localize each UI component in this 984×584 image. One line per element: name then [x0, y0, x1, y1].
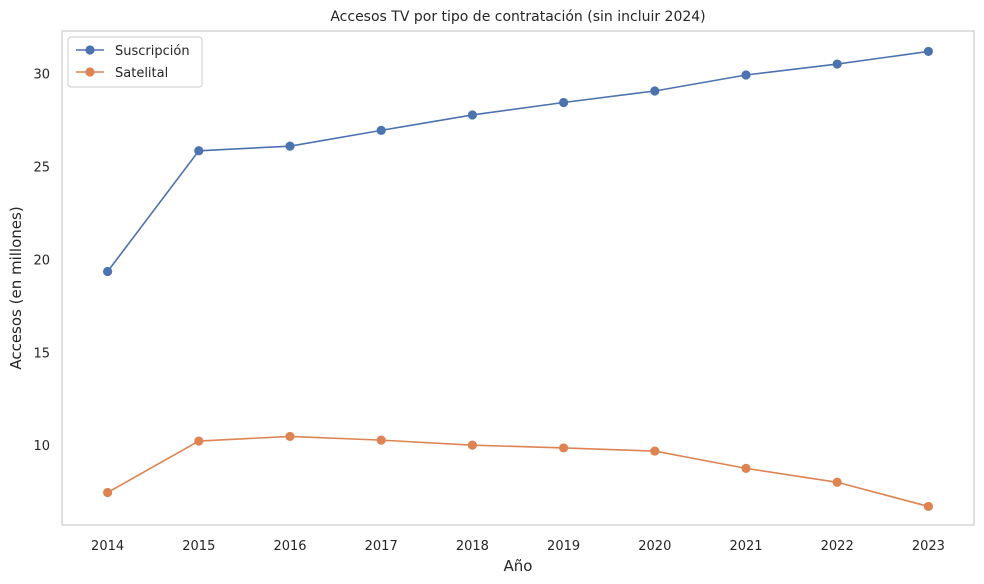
data-point	[376, 125, 386, 135]
series-group	[103, 46, 934, 277]
data-point	[467, 440, 477, 450]
x-tick-label: 2018	[456, 539, 489, 554]
data-point	[923, 501, 934, 512]
data-point	[194, 436, 204, 446]
data-point	[741, 463, 751, 473]
y-tick-label: 30	[33, 68, 50, 83]
data-point	[285, 431, 295, 442]
y-tick-label: 20	[33, 253, 50, 268]
series-line	[106, 50, 929, 272]
x-tick-label: 2020	[638, 539, 671, 554]
data-point	[741, 70, 751, 80]
x-axis: 2014 2015 2016 2017 2018 2019 2020 2021 2022 2023	[91, 539, 945, 554]
series-line	[107, 435, 929, 508]
data-point	[376, 435, 386, 445]
series-group	[103, 431, 934, 512]
x-tick-label: 2023	[912, 539, 945, 554]
x-tick-label: 2022	[821, 539, 854, 554]
data-point	[650, 86, 660, 96]
x-axis-label: Año	[504, 557, 533, 575]
x-tick-label: 2017	[365, 539, 398, 554]
series-layer	[103, 46, 934, 512]
x-tick-label: 2016	[273, 539, 306, 554]
x-tick-label: 2015	[182, 539, 215, 554]
data-point	[194, 146, 204, 156]
legend-marker	[85, 67, 95, 77]
data-point	[285, 141, 295, 151]
y-tick-label: 25	[33, 161, 50, 176]
legend: Suscripción Satelital	[67, 36, 203, 88]
data-point	[559, 443, 569, 453]
y-axis: 10 15 20 25 30	[33, 68, 50, 454]
y-tick-label: 15	[33, 346, 50, 361]
y-tick-label: 10	[33, 439, 50, 454]
data-point	[650, 446, 660, 456]
plot-area	[61, 30, 975, 526]
data-point	[832, 59, 842, 69]
x-tick-label: 2019	[547, 539, 580, 554]
legend-label: Suscripción	[115, 44, 190, 59]
legend-marker	[85, 45, 95, 55]
data-point	[559, 97, 569, 108]
x-tick-label: 2021	[729, 539, 762, 554]
data-point	[923, 46, 934, 57]
y-axis-label: Accesos (en millones)	[7, 206, 25, 369]
data-point	[832, 477, 842, 487]
chart-title: Accesos TV por tipo de contratación (sin…	[330, 9, 705, 25]
data-point	[467, 110, 477, 120]
data-point	[103, 266, 113, 277]
legend-label: Satelital	[115, 66, 168, 81]
x-tick-label: 2014	[91, 539, 124, 554]
data-point	[103, 487, 113, 498]
